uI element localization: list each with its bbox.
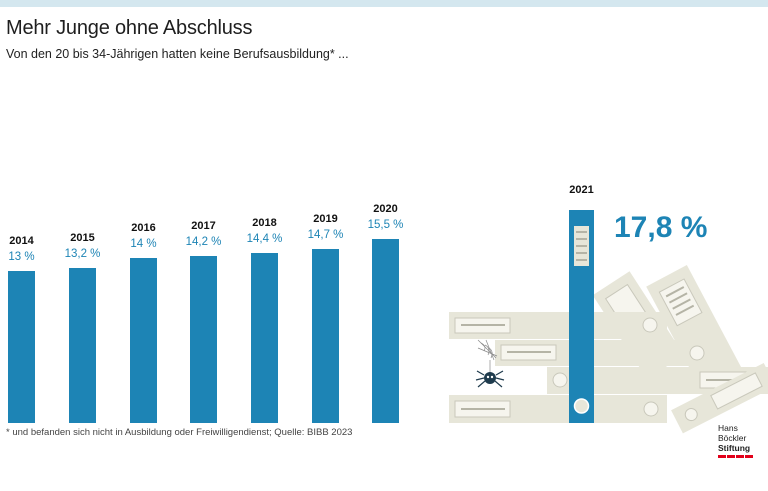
year-label-2014: 2014 [9, 235, 34, 247]
bar-2014 [8, 271, 35, 423]
cobweb-icon [477, 339, 498, 372]
hans-boeckler-logo: Hans Böckler Stiftung [718, 423, 764, 458]
value-label-2015: 13,2 % [65, 248, 101, 260]
value-label-2021: 17,8 % [614, 211, 707, 244]
logo-line-1: Hans Böckler [718, 423, 747, 443]
chart-title: Mehr Junge ohne Abschluss [6, 17, 253, 39]
year-label-2015: 2015 [70, 232, 94, 244]
value-label-2019: 14,7 % [308, 229, 344, 241]
year-label-2018: 2018 [252, 217, 276, 229]
bar-2018 [251, 253, 278, 423]
year-label-2019: 2019 [313, 213, 337, 225]
bar-2015 [69, 268, 96, 423]
year-label-2017: 2017 [191, 220, 215, 232]
value-label-2017: 14,2 % [186, 236, 222, 248]
bar-binder-2021 [569, 210, 594, 423]
logo-line-2: Stiftung [718, 443, 751, 453]
binder-ring-icon [573, 398, 590, 414]
year-label-2016: 2016 [131, 222, 155, 234]
value-label-2020: 15,5 % [368, 219, 404, 231]
value-label-2018: 14,4 % [247, 233, 283, 245]
stacked-binder-icon [495, 340, 713, 366]
bar-2016 [130, 258, 157, 423]
stacked-binder-icon [449, 312, 667, 339]
value-label-2016: 14 % [130, 238, 156, 250]
chart-subtitle: Von den 20 bis 34-Jährigen hatten keine … [6, 47, 349, 61]
bar-2019 [312, 249, 339, 423]
leaning-binder-icon [646, 265, 743, 391]
top-accent-bar [0, 0, 768, 7]
bar-2017 [190, 256, 217, 423]
logo-stripes-icon [718, 455, 764, 458]
year-label-2020: 2020 [373, 203, 397, 215]
stacked-binder-icon [449, 395, 667, 423]
footnote-source: * und befanden sich nicht in Ausbildung … [6, 427, 353, 438]
spider-icon [475, 370, 505, 388]
bar-2020 [372, 239, 399, 423]
year-label-2021: 2021 [569, 184, 593, 196]
binder-stack-illustration [449, 265, 768, 434]
value-label-2014: 13 % [8, 251, 34, 263]
tilted-binder-icon [671, 363, 768, 434]
